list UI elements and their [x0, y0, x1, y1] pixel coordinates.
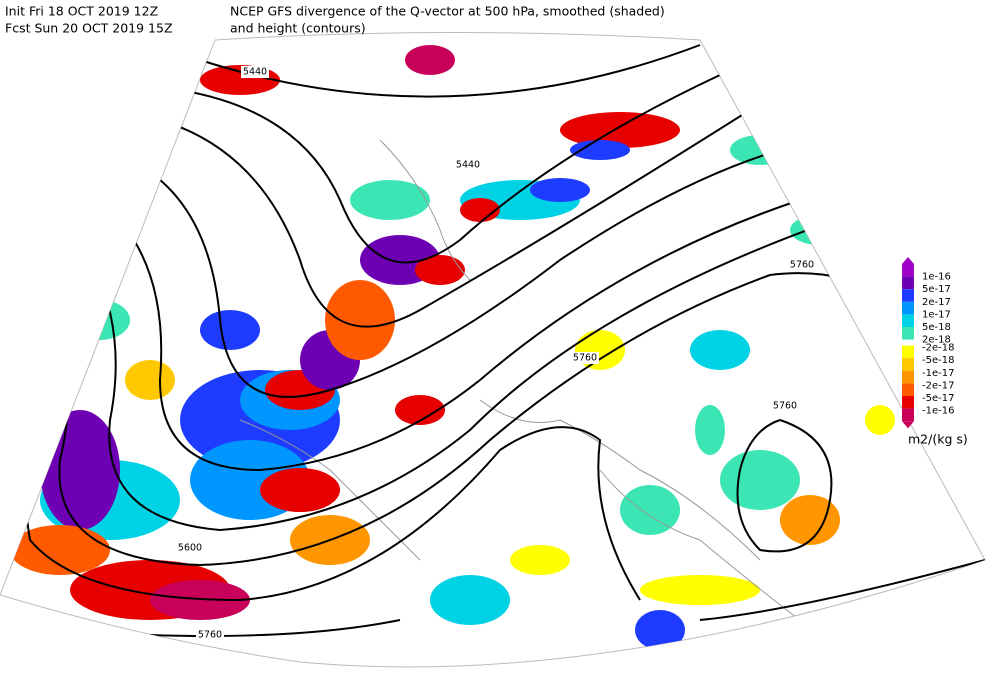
- shaded-cell: [695, 405, 725, 455]
- contour-label: 5600: [178, 543, 202, 554]
- legend-label: 5e-17: [922, 284, 951, 295]
- legend-label: -1e-17: [922, 368, 954, 379]
- contour-label: 5760: [573, 353, 597, 364]
- legend-swatch: [902, 289, 914, 302]
- shaded-cell: [640, 575, 760, 605]
- legend-label: -1e-16: [922, 406, 954, 417]
- shaded-cell: [430, 575, 510, 625]
- legend-label: -2e-18: [922, 343, 954, 354]
- shaded-cell: [865, 405, 895, 435]
- shaded-cell: [40, 410, 120, 530]
- legend-label: -2e-17: [922, 380, 954, 391]
- contour-label: 5760: [198, 630, 222, 641]
- legend-units: m2/(kg s): [908, 432, 968, 447]
- contour-label-box: [196, 629, 224, 641]
- height-contours: [19, 44, 985, 637]
- legend-label: -5e-17: [922, 393, 954, 404]
- shaded-field: [10, 45, 895, 650]
- shaded-cell: [10, 525, 110, 575]
- init-time: Init Fri 18 OCT 2019 12Z: [5, 4, 158, 19]
- contour-label: 5440: [243, 67, 267, 78]
- shaded-cell: [260, 468, 340, 512]
- shaded-cell: [780, 495, 840, 545]
- contour-label-box: [571, 352, 599, 364]
- shaded-cell: [790, 215, 850, 245]
- shaded-cell: [405, 45, 455, 75]
- legend-swatch: [902, 345, 914, 359]
- shaded-cell: [200, 310, 260, 350]
- shaded-cell: [415, 255, 465, 285]
- shaded-cell: [560, 112, 680, 148]
- shaded-cell: [150, 580, 250, 620]
- shaded-cell: [690, 330, 750, 370]
- map-subtitle: and height (contours): [230, 21, 366, 36]
- shaded-cell: [620, 485, 680, 535]
- legend-arrow-bottom: [902, 421, 914, 429]
- contour-label-box: [176, 542, 204, 554]
- contour-label: 5760: [790, 260, 814, 271]
- contour-label: 5760: [773, 401, 797, 412]
- contour-label-box: [771, 400, 799, 412]
- shaded-cell: [125, 360, 175, 400]
- coastlines: [239, 139, 801, 621]
- legend-swatch: [902, 358, 914, 371]
- legend: 1e-165e-172e-171e-175e-182e-18-2e-18-5e-…: [902, 257, 968, 447]
- contour-label: 5440: [456, 160, 480, 171]
- contour-label-box: [454, 159, 482, 171]
- legend-label: 1e-17: [922, 309, 951, 320]
- shaded-cell: [325, 280, 395, 360]
- legend-label: 5e-18: [922, 322, 951, 333]
- contour-labels: 5440 5440 5760 5760 5760 5600 5760: [176, 66, 816, 641]
- legend-swatch: [902, 327, 914, 340]
- shaded-cell: [570, 140, 630, 160]
- shaded-cell: [635, 610, 685, 650]
- legend-arrow-top: [902, 257, 914, 264]
- shaded-cell: [510, 545, 570, 575]
- shaded-cell: [460, 198, 500, 222]
- contour-label-box: [241, 66, 269, 78]
- shaded-cell: [530, 178, 590, 202]
- legend-swatch: [902, 301, 914, 315]
- legend-label: 2e-18: [922, 335, 951, 346]
- contour-label-box: [788, 259, 816, 271]
- legend-swatch: [902, 314, 914, 327]
- legend-swatch: [902, 264, 914, 277]
- forecast-time: Fcst Sun 20 OCT 2019 15Z: [5, 21, 173, 36]
- shaded-cell: [730, 135, 790, 165]
- legend-label: 2e-17: [922, 297, 951, 308]
- legend-swatch: [902, 383, 914, 396]
- shaded-cell: [395, 395, 445, 425]
- shaded-cell: [70, 300, 130, 340]
- map-title: NCEP GFS divergence of the Q-vector at 5…: [230, 4, 665, 19]
- legend-label: -5e-18: [922, 355, 954, 366]
- shaded-cell: [720, 450, 800, 510]
- shaded-cell: [350, 180, 430, 220]
- legend-swatch: [902, 396, 914, 409]
- legend-swatch: [902, 370, 914, 384]
- legend-swatch: [902, 276, 914, 290]
- legend-label: 1e-16: [922, 272, 951, 283]
- legend-swatch: [902, 408, 914, 422]
